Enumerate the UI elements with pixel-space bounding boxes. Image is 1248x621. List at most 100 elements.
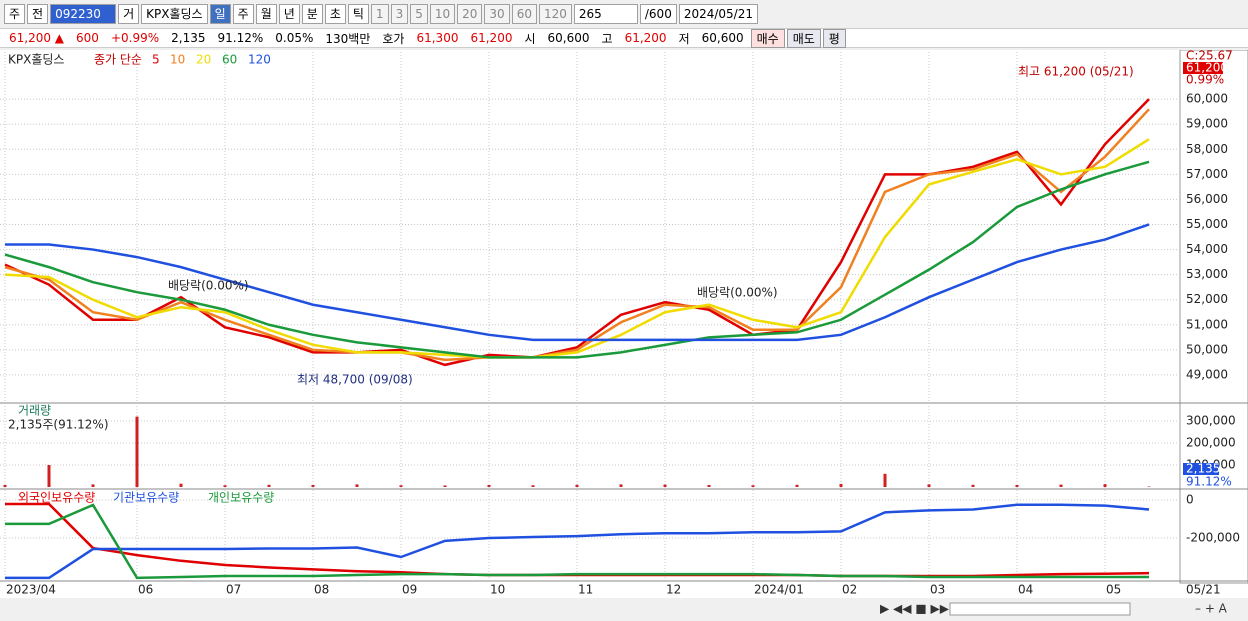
scroll-controls[interactable]: ▶ ◀◀ ■ ▶▶ [880, 602, 950, 616]
toolbar-item[interactable]: 분 [301, 4, 323, 24]
right-label: C:25.67 [1186, 50, 1233, 63]
chart-title: KPX홀딩스 [8, 53, 64, 67]
volume-bar [135, 416, 139, 487]
toolbar-item[interactable]: 120 [538, 4, 572, 24]
y-tick-label: 56,000 [1186, 192, 1228, 206]
quote-item: 61,200 ▲ [9, 31, 65, 45]
toolbar-item[interactable]: 30 [484, 4, 510, 24]
toolbar-item[interactable]: 3 [390, 4, 409, 24]
legend-entry: 60 [222, 53, 237, 67]
x-tick-label: 2023/04 [6, 583, 56, 597]
toolbar-item[interactable]: 265 [573, 4, 638, 24]
legend-entry: 20 [196, 53, 211, 67]
volume-bar [47, 464, 51, 487]
toolbar-item[interactable]: 월 [255, 4, 277, 24]
quote-item: 60,600 [701, 31, 744, 45]
volume-bar [1059, 484, 1063, 487]
annotation: 배당락(0.00%) [168, 279, 249, 293]
x-tick-label: 04 [1018, 583, 1033, 597]
quote-item[interactable]: 평 [822, 28, 846, 48]
scrollbar[interactable] [949, 602, 1131, 616]
volume-bar [355, 484, 359, 487]
quote-item[interactable]: 매도 [786, 28, 821, 48]
toolbar-item[interactable]: 주 [4, 4, 26, 24]
annotation: 배당락(0.00%) [697, 286, 778, 300]
toolbar-item[interactable]: 초 [324, 4, 346, 24]
volume-bar [839, 483, 843, 487]
x-tick-label: 05 [1106, 583, 1121, 597]
toolbar-item[interactable]: 거 [118, 4, 140, 24]
x-tick-label: 09 [402, 583, 417, 597]
legend-entry: 기관보유수량 [113, 491, 179, 505]
toolbar-item[interactable]: 60 [511, 4, 537, 24]
series-line [4, 138, 1150, 359]
y-tick-label: 59,000 [1186, 117, 1228, 131]
toolbar-item[interactable]: 년 [278, 4, 300, 24]
x-tick-label: 11 [578, 583, 593, 597]
legend-entry: 5 [152, 53, 160, 67]
toolbar-item[interactable]: 1 [370, 4, 389, 24]
toolbar-item[interactable]: 10 [429, 4, 456, 24]
y-tick-label: 300,000 [1186, 413, 1236, 427]
toolbar-item[interactable]: /600 [639, 4, 677, 24]
toolbar: 주 전 092230 거 KPX홀딩스 일 주 월 년 분 초 틱 1 3 5 10 20 30 60 120 265/… [0, 3, 1248, 25]
legend-entry: 개인보유수량 [208, 491, 274, 505]
annotation: 최고 61,200 (05/21) [1018, 65, 1134, 79]
toolbar-item[interactable]: 주 [232, 4, 254, 24]
series-line [5, 223, 1150, 342]
quote-item: 0.05% [275, 31, 314, 45]
x-tick-label: 02 [842, 583, 857, 597]
toolbar-item[interactable]: 일 [209, 4, 231, 24]
y-tick-label: 57,000 [1186, 167, 1228, 181]
series-line [5, 503, 1150, 580]
quote-item: 91.12% [217, 31, 264, 45]
volume-bar [1147, 486, 1151, 488]
x-tick-label: 07 [226, 583, 241, 597]
toolbar-item[interactable]: KPX홀딩스 [141, 4, 208, 24]
x-tick-label: 06 [138, 583, 153, 597]
volume-bar [1103, 484, 1107, 487]
x-tick-label: 03 [930, 583, 945, 597]
chart-subtitle: 종가 단순 [94, 53, 142, 67]
quote-item: 130백만 [325, 31, 371, 46]
volume-bar [399, 485, 403, 487]
toolbar-item[interactable]: 전 [27, 4, 49, 24]
chart: ▶ ◀◀ ■ ▶▶ – + A 2023/04 06 07 08 09 10 11 12 202… [0, 50, 1248, 621]
bottom-toolbar [0, 598, 1248, 621]
y-axis-area [1179, 50, 1248, 584]
volume-bar [179, 483, 183, 487]
quote-item: 시 [524, 31, 536, 46]
y-tick-label: 200,000 [1186, 435, 1236, 449]
volume-bar [663, 484, 667, 487]
chart-bg [0, 50, 1248, 621]
toolbar-item[interactable]: 2024/05/21 [678, 4, 758, 24]
volume-bar [971, 484, 975, 487]
series-line [5, 503, 1149, 580]
volume-bar [1015, 485, 1019, 487]
y-tick-label: 60,000 [1186, 92, 1228, 106]
volume-bar [267, 484, 271, 487]
y-tick-label: 54,000 [1186, 242, 1228, 256]
y-tick-label: 55,000 [1186, 217, 1228, 231]
y-tick-label: -200,000 [1186, 530, 1240, 544]
toolbar-item[interactable]: 092230 [50, 4, 117, 24]
right-label: 2,135 [1186, 462, 1220, 476]
volume-bar [531, 485, 535, 487]
volume-bar [223, 485, 227, 487]
volume-bar [487, 485, 491, 487]
y-tick-label: 0 [1186, 492, 1194, 506]
volume-bar [707, 485, 711, 487]
quote-item: 고 [601, 31, 613, 46]
volume-bar [883, 473, 887, 487]
quote-item: 호가 [382, 31, 405, 46]
toolbar-item[interactable]: 5 [410, 4, 428, 24]
y-tick-label: 50,000 [1186, 342, 1228, 356]
toolbar-item[interactable]: 20 [457, 4, 483, 24]
y-tick-label: 58,000 [1186, 142, 1228, 156]
zoom-controls[interactable]: – + A [1195, 602, 1228, 616]
quote-item[interactable]: 매수 [750, 28, 785, 48]
volume-bar [443, 485, 447, 487]
toolbar-item[interactable]: 틱 [347, 4, 369, 24]
series-line [4, 160, 1150, 359]
panel-subtitle: 2,135주(91.12%) [8, 418, 109, 432]
